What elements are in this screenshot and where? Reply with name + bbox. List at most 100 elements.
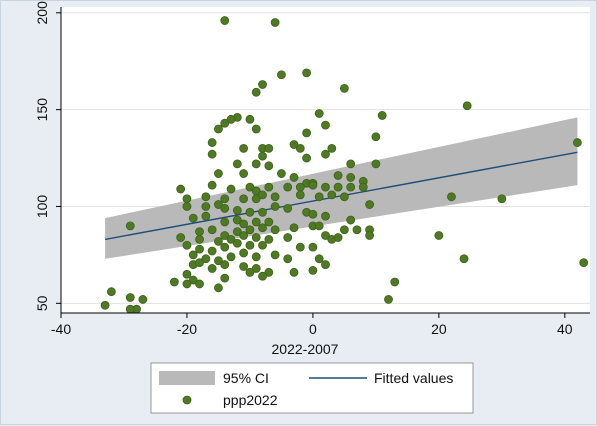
data-point bbox=[447, 192, 456, 202]
data-point bbox=[220, 242, 230, 252]
data-point bbox=[308, 265, 318, 275]
data-point bbox=[321, 260, 330, 269]
y-tick-label: 100 bbox=[34, 195, 50, 219]
data-point bbox=[270, 250, 280, 260]
data-point bbox=[188, 213, 198, 223]
data-point bbox=[239, 169, 249, 178]
data-point bbox=[321, 211, 330, 221]
data-point bbox=[226, 252, 236, 262]
data-point bbox=[195, 235, 204, 244]
data-point bbox=[258, 151, 267, 161]
data-point bbox=[283, 182, 293, 192]
data-point bbox=[195, 258, 204, 268]
data-point bbox=[258, 207, 267, 217]
data-point bbox=[182, 269, 192, 279]
data-point bbox=[214, 236, 223, 246]
data-point bbox=[201, 192, 211, 202]
data-point bbox=[346, 159, 356, 169]
data-point bbox=[220, 231, 230, 240]
data-point bbox=[434, 231, 444, 240]
data-point bbox=[195, 227, 204, 237]
data-point bbox=[207, 225, 217, 235]
data-point bbox=[377, 111, 387, 120]
data-point bbox=[220, 118, 230, 128]
data-point bbox=[283, 204, 293, 213]
data-point bbox=[295, 242, 305, 252]
data-point bbox=[283, 233, 293, 242]
data-point bbox=[214, 169, 223, 178]
x-tick-label: 20 bbox=[431, 321, 447, 337]
data-point bbox=[302, 153, 312, 163]
data-point bbox=[270, 225, 280, 235]
data-point bbox=[201, 211, 211, 221]
data-point bbox=[245, 267, 255, 277]
data-point bbox=[308, 180, 318, 190]
data-point bbox=[214, 256, 223, 266]
legend-label-ci: 95% CI bbox=[223, 370, 269, 386]
data-point bbox=[264, 235, 274, 244]
data-point bbox=[258, 80, 267, 89]
data-point bbox=[270, 18, 280, 27]
data-point bbox=[201, 202, 211, 211]
data-point bbox=[346, 173, 356, 182]
data-point bbox=[462, 101, 472, 111]
data-point bbox=[264, 267, 274, 277]
data-point bbox=[289, 173, 299, 182]
data-point bbox=[579, 258, 589, 268]
data-point bbox=[226, 235, 236, 244]
data-point bbox=[245, 225, 255, 235]
data-point bbox=[220, 273, 230, 283]
data-point bbox=[201, 254, 211, 264]
legend: 95% CI Fitted values ppp2022 bbox=[150, 362, 474, 414]
data-point bbox=[277, 169, 286, 178]
data-point bbox=[106, 287, 116, 297]
data-point bbox=[308, 209, 318, 219]
data-point bbox=[232, 215, 242, 225]
data-point bbox=[295, 143, 305, 153]
data-point bbox=[226, 184, 236, 194]
x-tick-label: 0 bbox=[309, 321, 317, 337]
data-point bbox=[195, 244, 204, 254]
data-point bbox=[308, 242, 318, 252]
data-point bbox=[220, 260, 230, 269]
data-point bbox=[245, 240, 255, 250]
data-point bbox=[176, 233, 186, 242]
data-point bbox=[339, 225, 349, 235]
y-tick-label: 50 bbox=[34, 295, 50, 311]
data-point bbox=[333, 233, 343, 242]
data-point bbox=[346, 182, 356, 192]
data-point bbox=[314, 221, 324, 231]
data-point bbox=[214, 283, 223, 293]
data-point bbox=[239, 143, 249, 153]
legend-label-fitted: Fitted values bbox=[374, 370, 453, 386]
data-point bbox=[207, 246, 217, 256]
data-point bbox=[251, 233, 261, 242]
data-point bbox=[251, 87, 261, 97]
data-points bbox=[100, 16, 589, 314]
data-point bbox=[214, 200, 223, 209]
data-point bbox=[245, 114, 255, 124]
data-point bbox=[239, 248, 249, 258]
data-point bbox=[232, 238, 242, 248]
data-point bbox=[321, 182, 330, 192]
data-point bbox=[497, 194, 507, 204]
data-point bbox=[314, 254, 324, 264]
data-point bbox=[371, 132, 381, 142]
data-point bbox=[264, 182, 274, 192]
data-point bbox=[258, 271, 267, 281]
x-tick-label: -40 bbox=[51, 321, 71, 337]
data-point bbox=[188, 250, 198, 260]
data-point bbox=[195, 279, 204, 289]
data-point bbox=[125, 221, 135, 231]
y-tick-label: 150 bbox=[34, 98, 50, 122]
data-point bbox=[365, 231, 374, 240]
data-point bbox=[314, 192, 324, 202]
data-point bbox=[289, 140, 299, 149]
data-point bbox=[358, 182, 368, 192]
data-point bbox=[258, 190, 267, 200]
data-point bbox=[251, 159, 261, 169]
legend-label-ppp2022: ppp2022 bbox=[223, 392, 278, 408]
data-point bbox=[182, 194, 192, 204]
y-tick-label: 200 bbox=[34, 1, 50, 24]
data-point bbox=[264, 161, 274, 171]
